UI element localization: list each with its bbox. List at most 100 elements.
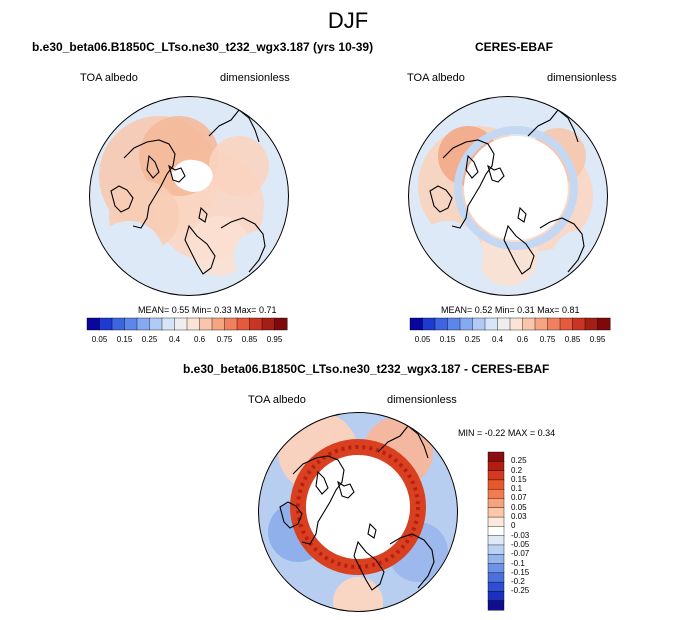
coastline bbox=[184, 224, 216, 275]
panel-diff-variable-label: TOA albedo bbox=[248, 394, 306, 406]
colorbar-tick-label: 0.15 bbox=[116, 335, 133, 344]
panel-obs-polar-map bbox=[408, 96, 608, 296]
colorbar-tick-label: -0.03 bbox=[511, 530, 530, 540]
colorbar-swatch bbox=[534, 317, 549, 331]
ocean-field bbox=[94, 221, 164, 291]
missing-data-cap bbox=[464, 136, 568, 240]
panel-obs-units-label: dimensionless bbox=[547, 72, 617, 84]
colorbar-tick-label: 0.05 bbox=[414, 335, 431, 344]
colorbar-swatch bbox=[509, 317, 524, 331]
coastline bbox=[539, 217, 585, 273]
ocean-field bbox=[234, 231, 284, 281]
coastline bbox=[353, 540, 385, 591]
panel-model-units-label: dimensionless bbox=[220, 72, 290, 84]
panel-obs-colorbar bbox=[409, 317, 611, 331]
diff-field bbox=[333, 577, 383, 611]
colorbar-swatch bbox=[487, 544, 505, 555]
min-label: Min= bbox=[494, 305, 515, 315]
colorbar-swatch bbox=[249, 317, 263, 331]
colorbar-swatch bbox=[487, 572, 505, 583]
coastline bbox=[198, 206, 208, 223]
panel-model-stats: MEAN= 0.55 Min= 0.33 Max= 0.71 bbox=[138, 305, 276, 315]
colorbar-tick-label: 0.1 bbox=[511, 484, 523, 494]
coastline bbox=[429, 185, 453, 213]
panel-model-variable-label: TOA albedo bbox=[80, 72, 138, 84]
min-value: -0.22 bbox=[484, 428, 506, 438]
colorbar-tick-label: 0.6 bbox=[193, 335, 206, 344]
mean-value: 0.55 bbox=[171, 305, 190, 315]
colorbar-swatch bbox=[522, 317, 536, 331]
colorbar-tick-label: -0.05 bbox=[511, 539, 530, 549]
colorbar-swatch bbox=[487, 554, 505, 565]
panel-diff-polar-map bbox=[258, 412, 458, 612]
panel-obs-variable-label: TOA albedo bbox=[407, 72, 465, 84]
colorbar-swatch bbox=[487, 479, 505, 490]
colorbar-tick-label: 0.4 bbox=[168, 335, 181, 344]
figure-season-title: DJF bbox=[327, 8, 369, 33]
colorbar-swatch bbox=[211, 317, 226, 331]
colorbar-swatch bbox=[434, 317, 449, 331]
colorbar-tick-label: 0.95 bbox=[589, 335, 606, 344]
colorbar-swatch bbox=[547, 317, 561, 331]
colorbar-swatch bbox=[497, 317, 511, 331]
colorbar-swatch bbox=[124, 317, 138, 331]
max-label: Max= bbox=[537, 305, 560, 315]
min-value: 0.31 bbox=[517, 305, 535, 315]
coastline bbox=[517, 206, 527, 223]
colorbar-tick-label: 0.85 bbox=[241, 335, 258, 344]
coastline bbox=[389, 533, 435, 589]
colorbar-swatch bbox=[487, 498, 505, 509]
map-border bbox=[89, 96, 289, 296]
panel-diff-units-label: dimensionless bbox=[387, 394, 457, 406]
min-label: Min= bbox=[191, 305, 212, 315]
coastline bbox=[367, 522, 377, 539]
panel-model-colorbar bbox=[86, 317, 288, 331]
colorbar-tick-label: 0 bbox=[511, 521, 516, 531]
panel-diff-case-title: b.e30_beta06.B1850C_LTso.ne30_t232_wgx3.… bbox=[183, 362, 550, 376]
panel-obs-stats: MEAN= 0.52 Min= 0.31 Max= 0.81 bbox=[441, 305, 579, 315]
colorbar-tick-label: 0.95 bbox=[266, 335, 283, 344]
coastline bbox=[487, 164, 505, 183]
max-label: Max= bbox=[234, 305, 257, 315]
colorbar-swatch bbox=[487, 516, 505, 527]
colorbar-swatch bbox=[224, 317, 238, 331]
colorbar-swatch bbox=[484, 317, 499, 331]
colorbar-swatch bbox=[487, 488, 505, 499]
albedo-ring bbox=[454, 126, 578, 250]
colorbar-swatch bbox=[422, 317, 436, 331]
colorbar-tick-label: 0.2 bbox=[511, 465, 523, 475]
colorbar-swatch bbox=[487, 451, 505, 462]
colorbar-tick-label: 0.25 bbox=[464, 335, 481, 344]
colorbar-swatch bbox=[409, 317, 424, 331]
mean-label: MEAN= bbox=[138, 305, 170, 315]
colorbar-tick-label: -0.1 bbox=[511, 558, 525, 568]
panel-obs-case-title: CERES-EBAF bbox=[475, 40, 554, 54]
colorbar-tick-label: 0.4 bbox=[491, 335, 504, 344]
coastline bbox=[146, 154, 160, 179]
colorbar-tick-label: -0.25 bbox=[511, 586, 530, 596]
colorbar-tick-label: 0.15 bbox=[511, 474, 527, 484]
mean-value: 0.52 bbox=[474, 305, 493, 315]
colorbar-tick-label: 0.85 bbox=[564, 335, 581, 344]
coastline bbox=[465, 154, 479, 179]
colorbar-swatch bbox=[274, 317, 288, 331]
max-value: 0.71 bbox=[258, 305, 277, 315]
missing-data-cap bbox=[306, 455, 410, 559]
colorbar-swatch bbox=[149, 317, 163, 331]
colorbar-swatch bbox=[487, 563, 505, 574]
mean-label: MEAN= bbox=[441, 305, 473, 315]
colorbar-swatch bbox=[487, 461, 505, 472]
colorbar-swatch bbox=[487, 526, 505, 537]
colorbar-swatch bbox=[487, 591, 505, 602]
colorbar-swatch bbox=[487, 600, 505, 611]
coastline bbox=[503, 224, 535, 275]
colorbar-swatch bbox=[487, 507, 505, 518]
colorbar-swatch bbox=[174, 317, 188, 331]
colorbar-tick-label: 0.15 bbox=[439, 335, 456, 344]
colorbar-tick-label: 0.03 bbox=[511, 512, 527, 522]
coastline bbox=[315, 470, 329, 495]
albedo-field bbox=[209, 136, 269, 196]
colorbar-swatch bbox=[584, 317, 599, 331]
colorbar-swatch bbox=[236, 317, 251, 331]
colorbar-swatch bbox=[472, 317, 486, 331]
